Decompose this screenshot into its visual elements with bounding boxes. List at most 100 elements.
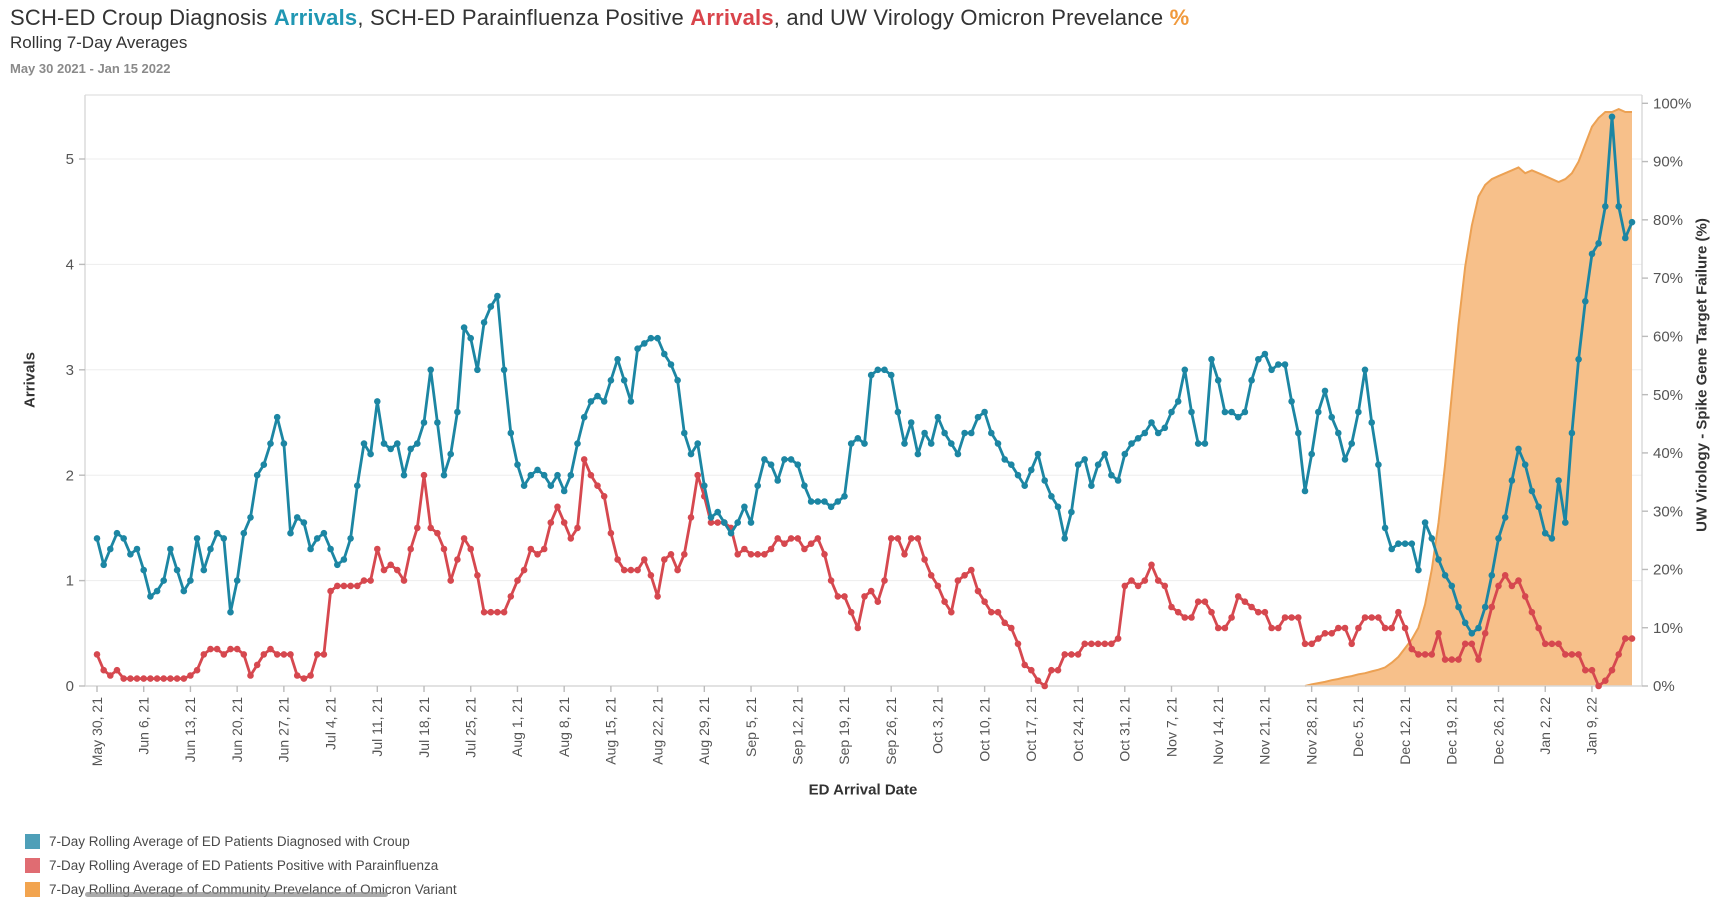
croup-series-point[interactable] <box>467 334 475 342</box>
legend-item-croup[interactable]: 7-Day Rolling Average of ED Patients Dia… <box>25 829 457 853</box>
parainfluenza-series-point[interactable] <box>1174 608 1182 616</box>
parainfluenza-series-point[interactable] <box>233 645 241 653</box>
croup-series-point[interactable] <box>1582 298 1589 305</box>
parainfluenza-series-point[interactable] <box>1401 624 1409 632</box>
croup-series-point[interactable] <box>1461 619 1469 627</box>
croup-series-point[interactable] <box>1388 545 1395 553</box>
croup-series-point[interactable] <box>727 529 735 537</box>
parainfluenza-series-point[interactable] <box>941 598 948 605</box>
parainfluenza-series-point[interactable] <box>1214 624 1222 632</box>
parainfluenza-series-point[interactable] <box>340 582 348 590</box>
parainfluenza-series-point[interactable] <box>1575 651 1582 658</box>
croup-series-point[interactable] <box>667 361 675 368</box>
croup-series-point[interactable] <box>133 545 141 553</box>
parainfluenza-series-point[interactable] <box>387 561 395 569</box>
croup-series-point[interactable] <box>1081 456 1088 463</box>
croup-series-point[interactable] <box>901 440 908 447</box>
croup-series-point[interactable] <box>334 561 341 569</box>
croup-series-point[interactable] <box>253 471 261 479</box>
croup-series-point[interactable] <box>567 471 575 479</box>
croup-series-point[interactable] <box>1595 240 1602 247</box>
parainfluenza-series-point[interactable] <box>1435 630 1442 637</box>
croup-series-point[interactable] <box>507 429 515 437</box>
croup-series-point[interactable] <box>747 519 755 526</box>
parainfluenza-series-point[interactable] <box>534 551 541 558</box>
croup-series-point[interactable] <box>1261 350 1269 358</box>
parainfluenza-series-point[interactable] <box>1328 630 1335 637</box>
croup-series-point[interactable] <box>620 377 628 384</box>
croup-series-point[interactable] <box>1361 366 1369 374</box>
croup-series-point[interactable] <box>260 461 268 469</box>
parainfluenza-series-point[interactable] <box>634 566 641 574</box>
croup-series-point[interactable] <box>1541 529 1549 537</box>
parainfluenza-series-point[interactable] <box>540 545 548 553</box>
croup-series-point[interactable] <box>1194 440 1202 447</box>
croup-series-point[interactable] <box>1008 461 1015 469</box>
parainfluenza-series-point[interactable] <box>374 545 381 553</box>
croup-series-point[interactable] <box>420 419 428 426</box>
parainfluenza-series-point[interactable] <box>988 608 995 616</box>
croup-series-point[interactable] <box>1275 361 1282 368</box>
croup-series-point[interactable] <box>1608 113 1616 121</box>
croup-series-point[interactable] <box>1455 603 1462 611</box>
legend-item-parainfluenza[interactable]: 7-Day Rolling Average of ED Patients Pos… <box>25 853 457 877</box>
croup-series-point[interactable] <box>587 398 595 405</box>
parainfluenza-series-point[interactable] <box>1615 651 1622 658</box>
croup-series-point[interactable] <box>1602 203 1609 210</box>
parainfluenza-series-point[interactable] <box>280 651 288 658</box>
croup-series-point[interactable] <box>834 498 842 505</box>
croup-series-point[interactable] <box>287 529 294 537</box>
parainfluenza-series-point[interactable] <box>807 540 815 547</box>
parainfluenza-series-point[interactable] <box>1515 577 1522 584</box>
parainfluenza-series-point[interactable] <box>394 566 401 574</box>
parainfluenza-series-point[interactable] <box>874 598 882 605</box>
parainfluenza-series-point[interactable] <box>627 566 635 574</box>
croup-series-point[interactable] <box>1515 445 1522 453</box>
parainfluenza-series-point[interactable] <box>1054 666 1062 674</box>
croup-series-point[interactable] <box>447 450 455 458</box>
croup-series-point[interactable] <box>480 319 488 326</box>
parainfluenza-series-point[interactable] <box>1074 651 1082 658</box>
croup-series-point[interactable] <box>734 519 741 526</box>
parainfluenza-series-point[interactable] <box>1368 614 1375 621</box>
croup-series-point[interactable] <box>173 566 181 574</box>
croup-series-point[interactable] <box>273 413 281 421</box>
croup-series-point[interactable] <box>634 345 641 353</box>
croup-series-point[interactable] <box>1148 419 1155 426</box>
croup-series-point[interactable] <box>1268 366 1275 374</box>
parainfluenza-series-point[interactable] <box>814 535 822 542</box>
croup-series-point[interactable] <box>193 535 201 542</box>
parainfluenza-series-point[interactable] <box>567 535 575 542</box>
parainfluenza-series-point[interactable] <box>1014 640 1022 648</box>
parainfluenza-series-point[interactable] <box>1275 624 1282 632</box>
parainfluenza-series-point[interactable] <box>1028 666 1035 674</box>
croup-series-point[interactable] <box>500 366 508 374</box>
croup-series-point[interactable] <box>1161 424 1169 432</box>
croup-series-point[interactable] <box>1615 203 1622 210</box>
parainfluenza-series-point[interactable] <box>147 675 154 682</box>
croup-series-point[interactable] <box>1521 461 1529 469</box>
parainfluenza-series-point[interactable] <box>1395 608 1402 616</box>
parainfluenza-series-point[interactable] <box>153 675 161 682</box>
parainfluenza-series-point[interactable] <box>1501 572 1509 579</box>
croup-series-point[interactable] <box>240 529 248 537</box>
parainfluenza-series-point[interactable] <box>794 535 802 542</box>
croup-series-point[interactable] <box>1468 630 1476 637</box>
parainfluenza-series-point[interactable] <box>781 540 788 547</box>
horizontal-scrollbar-thumb[interactable] <box>85 892 388 897</box>
parainfluenza-series-point[interactable] <box>948 608 955 616</box>
croup-series-point[interactable] <box>474 366 481 374</box>
croup-series-point[interactable] <box>1315 408 1322 416</box>
croup-series-point[interactable] <box>1041 477 1048 484</box>
parainfluenza-series-point[interactable] <box>600 493 608 500</box>
croup-series-point[interactable] <box>887 371 895 379</box>
parainfluenza-series-point[interactable] <box>934 582 942 590</box>
croup-series-point[interactable] <box>1341 456 1349 463</box>
croup-series-point[interactable] <box>627 398 635 405</box>
croup-series-point[interactable] <box>1114 477 1122 484</box>
parainfluenza-series-point[interactable] <box>1481 630 1489 637</box>
croup-series-point[interactable] <box>147 593 154 600</box>
croup-series-point[interactable] <box>921 429 928 437</box>
parainfluenza-series-point[interactable] <box>1381 624 1389 632</box>
croup-series-point[interactable] <box>1528 487 1536 495</box>
